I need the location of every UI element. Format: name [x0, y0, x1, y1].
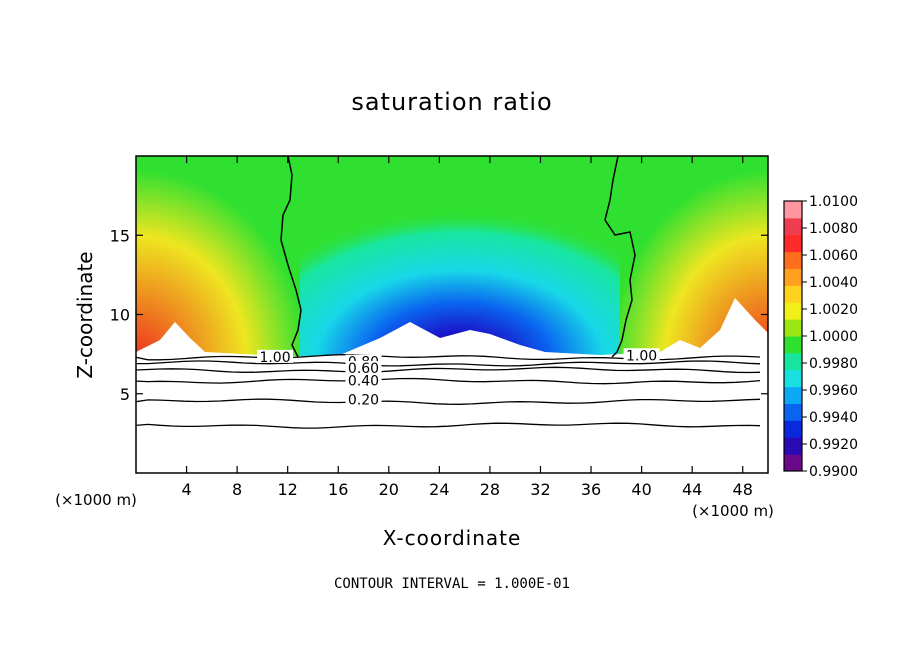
x-unit-left: (×1000 m)	[55, 491, 137, 509]
contour-label-bg	[345, 373, 382, 387]
x-tick-label: 48	[733, 480, 753, 499]
contour-line	[136, 360, 761, 367]
contour-label-bg	[345, 392, 382, 406]
colorbar-label: 1.0000	[809, 329, 858, 345]
contour-line-left-vertical	[280, 155, 302, 358]
contour-label: 1.00	[626, 348, 657, 364]
x-axis-label: X-coordinate	[382, 526, 522, 550]
y-axis-ticks: 5 10 15	[110, 226, 768, 404]
colorbar	[783, 200, 803, 472]
x-tick-label: 4	[181, 480, 191, 499]
contour-line	[136, 422, 761, 429]
x-tick-label: 36	[581, 480, 601, 499]
contour-label: 0.40	[348, 374, 379, 390]
colorbar-label: 0.9940	[809, 410, 858, 426]
colorbar-band	[784, 336, 802, 354]
colorbar-label: 1.0020	[809, 302, 858, 318]
x-unit-right: (×1000 m)	[692, 502, 774, 520]
colorbar-band	[784, 268, 802, 286]
colorbar-band	[784, 352, 802, 371]
y-tick-label: 15	[110, 226, 130, 245]
x-axis-ticks: 4 8 12 16 20 24 28 32 36 40 44 48	[181, 156, 753, 499]
colorbar-band	[784, 369, 802, 388]
colorbar-band	[784, 420, 802, 438]
colorbar-label: 0.9980	[809, 356, 858, 372]
contour-label-bg	[623, 348, 660, 362]
colorbar-band	[784, 386, 802, 404]
y-tick-label: 5	[120, 385, 130, 404]
contour-line	[136, 366, 761, 374]
colorbar-label: 1.0080	[809, 221, 858, 237]
x-tick-label: 8	[232, 480, 242, 499]
colorbar-band	[784, 454, 802, 472]
colorbar-band	[784, 319, 802, 337]
x-tick-label: 12	[278, 480, 298, 499]
contour-label-bg	[345, 360, 382, 374]
contour-label: 0.60	[348, 361, 379, 377]
colorbar-band	[784, 201, 802, 219]
y-tick-label: 10	[110, 306, 130, 325]
colorbar-label: 1.0100	[809, 194, 858, 210]
colorbar-label: 1.0060	[809, 248, 858, 264]
colorbar-band	[784, 403, 802, 421]
colorbar-label: 0.9900	[809, 464, 858, 480]
y-axis-label: Z-coordinate	[73, 251, 97, 378]
colorbar-label: 1.0040	[809, 275, 858, 291]
x-tick-label: 28	[480, 480, 500, 499]
x-tick-label: 44	[682, 480, 702, 499]
chart-title: saturation ratio	[351, 88, 553, 116]
x-tick-label: 40	[631, 480, 651, 499]
colorbar-band	[784, 217, 802, 236]
contour-line-right-vertical	[604, 155, 636, 358]
contour-line	[136, 377, 761, 385]
x-tick-label: 16	[328, 480, 348, 499]
x-tick-label: 24	[429, 480, 449, 499]
contour-label: 0.20	[348, 393, 379, 409]
colorbar-band	[784, 302, 802, 320]
saturation-field	[136, 156, 768, 473]
colorbar-band	[784, 285, 802, 303]
colorbar-labels: 1.0100 1.0080 1.0060 1.0040 1.0020 1.0000 0.99…	[802, 194, 858, 480]
colorbar-band	[784, 234, 802, 253]
colorbar-band	[784, 437, 802, 455]
contour-interval-note: CONTOUR INTERVAL = 1.000E-01	[333, 576, 570, 592]
x-tick-label: 32	[530, 480, 550, 499]
colorbar-label: 0.9960	[809, 383, 858, 399]
contour-labels: 1.000.800.600.400.201.00	[257, 348, 660, 409]
colorbar-band	[784, 251, 802, 269]
x-tick-label: 20	[379, 480, 399, 499]
contour-line	[136, 398, 761, 405]
contour-label-bg	[257, 349, 294, 363]
contour-label: 1.00	[259, 350, 290, 366]
colorbar-label: 0.9920	[809, 437, 858, 453]
